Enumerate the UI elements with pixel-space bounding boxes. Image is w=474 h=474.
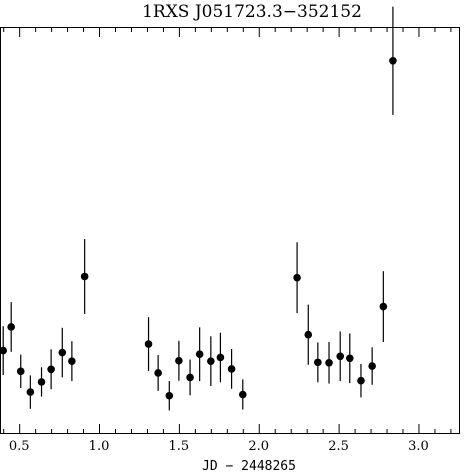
point-marker bbox=[238, 390, 247, 399]
data-point bbox=[186, 359, 194, 396]
point-marker bbox=[379, 302, 388, 311]
point-marker bbox=[195, 350, 204, 359]
point-marker bbox=[293, 273, 301, 282]
data-point bbox=[0, 326, 7, 375]
data-point bbox=[26, 375, 35, 409]
x-axis-ticks bbox=[3, 27, 452, 434]
data-point bbox=[47, 349, 55, 390]
data-point bbox=[227, 348, 236, 389]
point-marker bbox=[357, 376, 365, 385]
data-point bbox=[293, 242, 301, 314]
point-marker bbox=[58, 348, 67, 357]
point-marker bbox=[345, 354, 354, 363]
point-marker bbox=[144, 340, 153, 348]
point-marker bbox=[227, 365, 236, 373]
point-marker bbox=[368, 362, 376, 370]
data-point bbox=[195, 327, 204, 382]
point-marker bbox=[336, 352, 345, 361]
data-point bbox=[207, 336, 215, 386]
data-point bbox=[336, 331, 345, 382]
point-marker bbox=[175, 356, 183, 365]
point-marker bbox=[68, 357, 76, 365]
point-marker bbox=[325, 358, 333, 367]
point-marker bbox=[16, 367, 25, 376]
point-marker bbox=[216, 353, 225, 362]
data-point bbox=[154, 355, 162, 391]
data-point bbox=[325, 342, 333, 384]
data-point bbox=[7, 302, 15, 352]
data-point bbox=[314, 342, 322, 383]
point-marker bbox=[7, 323, 15, 331]
data-point bbox=[165, 381, 174, 411]
x-tick-label: 2.5 bbox=[328, 439, 349, 454]
x-tick-label: 1.0 bbox=[89, 439, 110, 454]
data-point bbox=[357, 363, 365, 398]
data-point bbox=[216, 332, 225, 383]
point-marker bbox=[186, 373, 194, 382]
point-marker bbox=[37, 378, 46, 386]
x-axis-label: JD − 2448265 bbox=[202, 459, 296, 474]
data-point bbox=[144, 317, 153, 371]
point-marker bbox=[314, 358, 322, 367]
data-point bbox=[389, 6, 397, 115]
data-point bbox=[16, 354, 25, 389]
chart-title: 1RXS J051723.3−352152 bbox=[142, 2, 362, 22]
data-point bbox=[379, 271, 388, 343]
x-tick-label: 0.5 bbox=[9, 439, 30, 454]
data-point bbox=[175, 340, 183, 381]
data-point bbox=[58, 327, 67, 378]
point-marker bbox=[47, 365, 55, 374]
data-point bbox=[238, 379, 247, 410]
x-axis-tick-labels: 0.5 1.0 1.5 2.0 2.5 3.0 bbox=[9, 439, 429, 454]
point-marker bbox=[80, 272, 89, 281]
x-tick-label: 2.0 bbox=[248, 439, 269, 454]
data-point bbox=[68, 341, 76, 382]
point-marker bbox=[304, 330, 313, 339]
data-point bbox=[345, 333, 354, 384]
point-marker bbox=[165, 391, 174, 400]
data-point bbox=[37, 367, 46, 397]
data-point bbox=[304, 304, 313, 365]
data-points bbox=[0, 6, 397, 411]
point-marker bbox=[0, 346, 7, 355]
data-point bbox=[368, 347, 376, 385]
point-marker bbox=[26, 388, 35, 396]
point-marker bbox=[389, 56, 397, 65]
point-marker bbox=[154, 369, 162, 377]
plot-frame bbox=[0, 27, 460, 434]
x-tick-label: 3.0 bbox=[408, 439, 429, 454]
point-marker bbox=[207, 357, 215, 365]
x-tick-label: 1.5 bbox=[169, 439, 190, 454]
data-point bbox=[80, 239, 89, 314]
